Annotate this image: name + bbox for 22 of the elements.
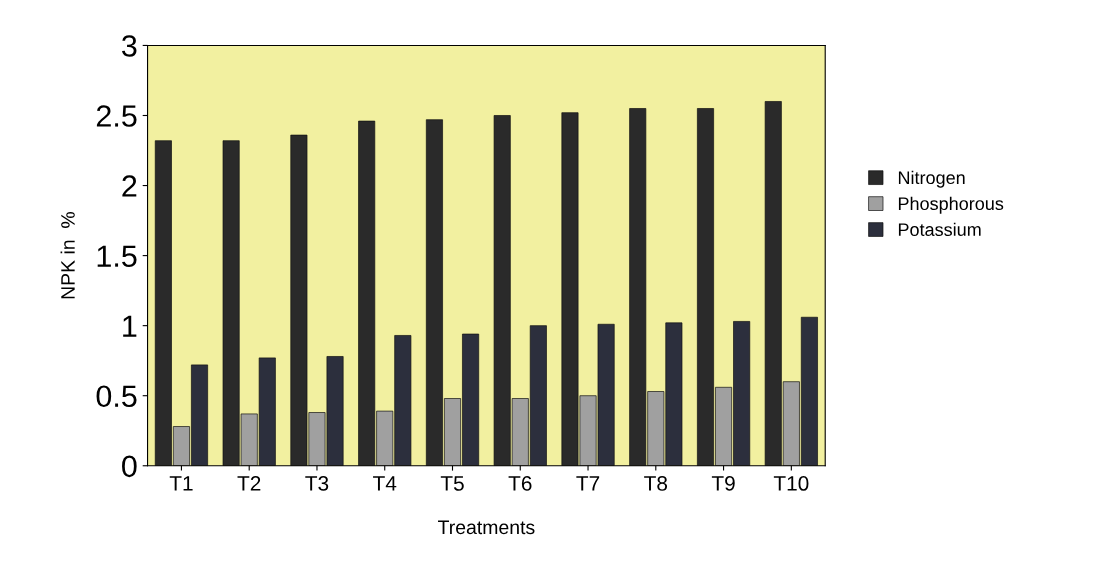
legend-label: Potassium [898,222,981,237]
legend-label: Nitrogen [898,170,965,188]
x-tick-label: T7 [576,476,600,491]
x-tick-label: T8 [644,476,668,491]
y-tick-label: 3 [122,35,137,57]
x-axis-title: Treatments [438,520,535,535]
y-tick-label: 1.5 [97,245,137,267]
x-tick-label: T9 [711,476,735,491]
x-tick-label: T10 [773,476,809,491]
x-tick-label: T6 [508,476,532,491]
x-tick-label: T5 [440,476,464,491]
x-tick-label: T2 [237,476,261,491]
x-tick-label: T3 [305,476,329,491]
y-axis-title: NPK in % [60,211,75,299]
x-tick-label: T1 [169,476,193,491]
legend-label: Phosphorous [898,196,1004,214]
y-tick-label: 0 [122,455,137,478]
y-tick-label: 0.5 [96,385,137,408]
y-tick-label: 2 [122,175,137,197]
y-tick-label: 1 [123,315,137,337]
x-tick-label: T4 [373,476,397,491]
y-tick-label: 2.5 [96,105,137,127]
